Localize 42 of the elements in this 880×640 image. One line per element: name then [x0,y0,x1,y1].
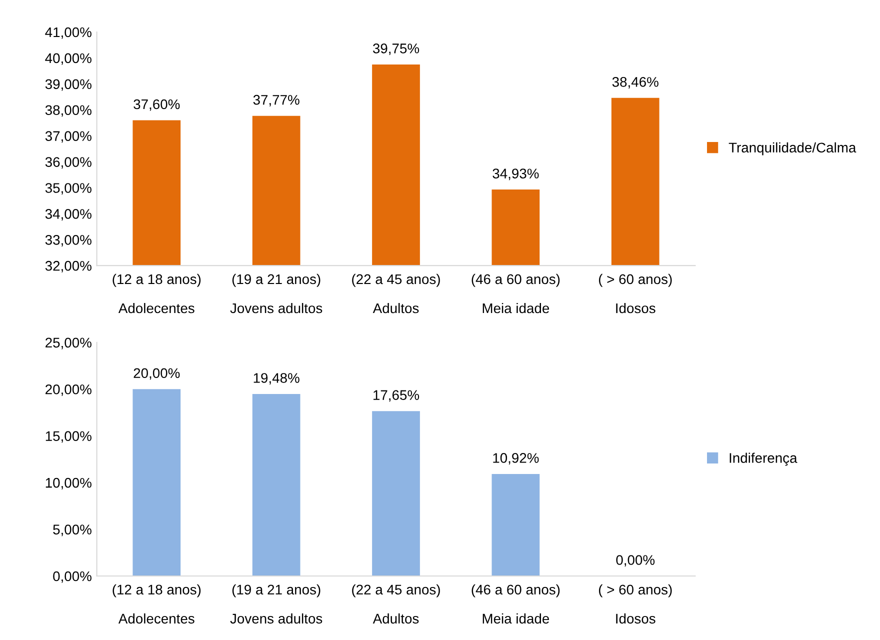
data-label: 34,93% [492,168,539,180]
y-tick-label: 5,00% [53,524,92,536]
x-tick-label: (46 a 60 anos) Meia idade [472,584,560,624]
y-tick-label: 15,00% [46,431,92,443]
x-tick-label: (19 a 21 anos) Jovens adultos [230,274,322,314]
x-tick-label: (46 a 60 anos) Meia idade [472,274,560,314]
y-tick-label: 10,00% [46,478,92,490]
data-label: 0,00% [616,555,655,567]
bar [252,394,300,576]
bar [492,474,540,576]
y-tick-label: 39,00% [45,79,92,91]
data-label: 38,46% [612,77,658,88]
legend-label: Indiferença [730,452,798,466]
y-tick-label: 20,00% [46,384,92,396]
y-tick-label: 36,00% [45,157,92,169]
data-label: 17,65% [374,390,420,402]
x-tick-label: ( > 60 anos) Idosos [598,584,672,624]
y-tick-label: 33,00% [45,234,92,246]
x-tick-label: (12 a 18 anos) Adolecentes [112,274,201,314]
x-tick-label: (12 a 18 anos) Adolecentes [112,584,201,624]
data-label: 39,75% [372,44,420,56]
y-tick-label: 0,00% [53,571,92,583]
y-tick-label: 32,00% [45,260,92,272]
y-tick-label: 34,00% [45,209,92,220]
y-tick-label: 41,00% [45,27,92,39]
y-tick-label: 37,00% [45,131,92,143]
y-tick-label: 25,00% [46,338,92,350]
y-tick-label: 40,00% [45,53,92,65]
y-tick-label: 38,00% [45,105,92,117]
data-label: 10,92% [493,453,539,465]
x-tick-label: (19 a 21 anos) Jovens adultos [230,584,322,624]
y-tick-label: 35,00% [45,183,92,195]
data-label: 20,00% [134,368,180,380]
x-tick-label: ( > 60 anos) Idosos [598,274,672,314]
x-tick-label: (22 a 45 anos) Adultos [352,274,440,314]
bar [372,411,420,576]
data-label: 37,60% [134,99,180,111]
data-label: 37,77% [253,94,300,106]
legend-label: Tranquilidade/Calma [728,142,856,156]
data-label: 19,48% [254,373,300,385]
bar [132,389,181,576]
x-tick-label: (22 a 45 anos) Adultos [352,584,440,624]
